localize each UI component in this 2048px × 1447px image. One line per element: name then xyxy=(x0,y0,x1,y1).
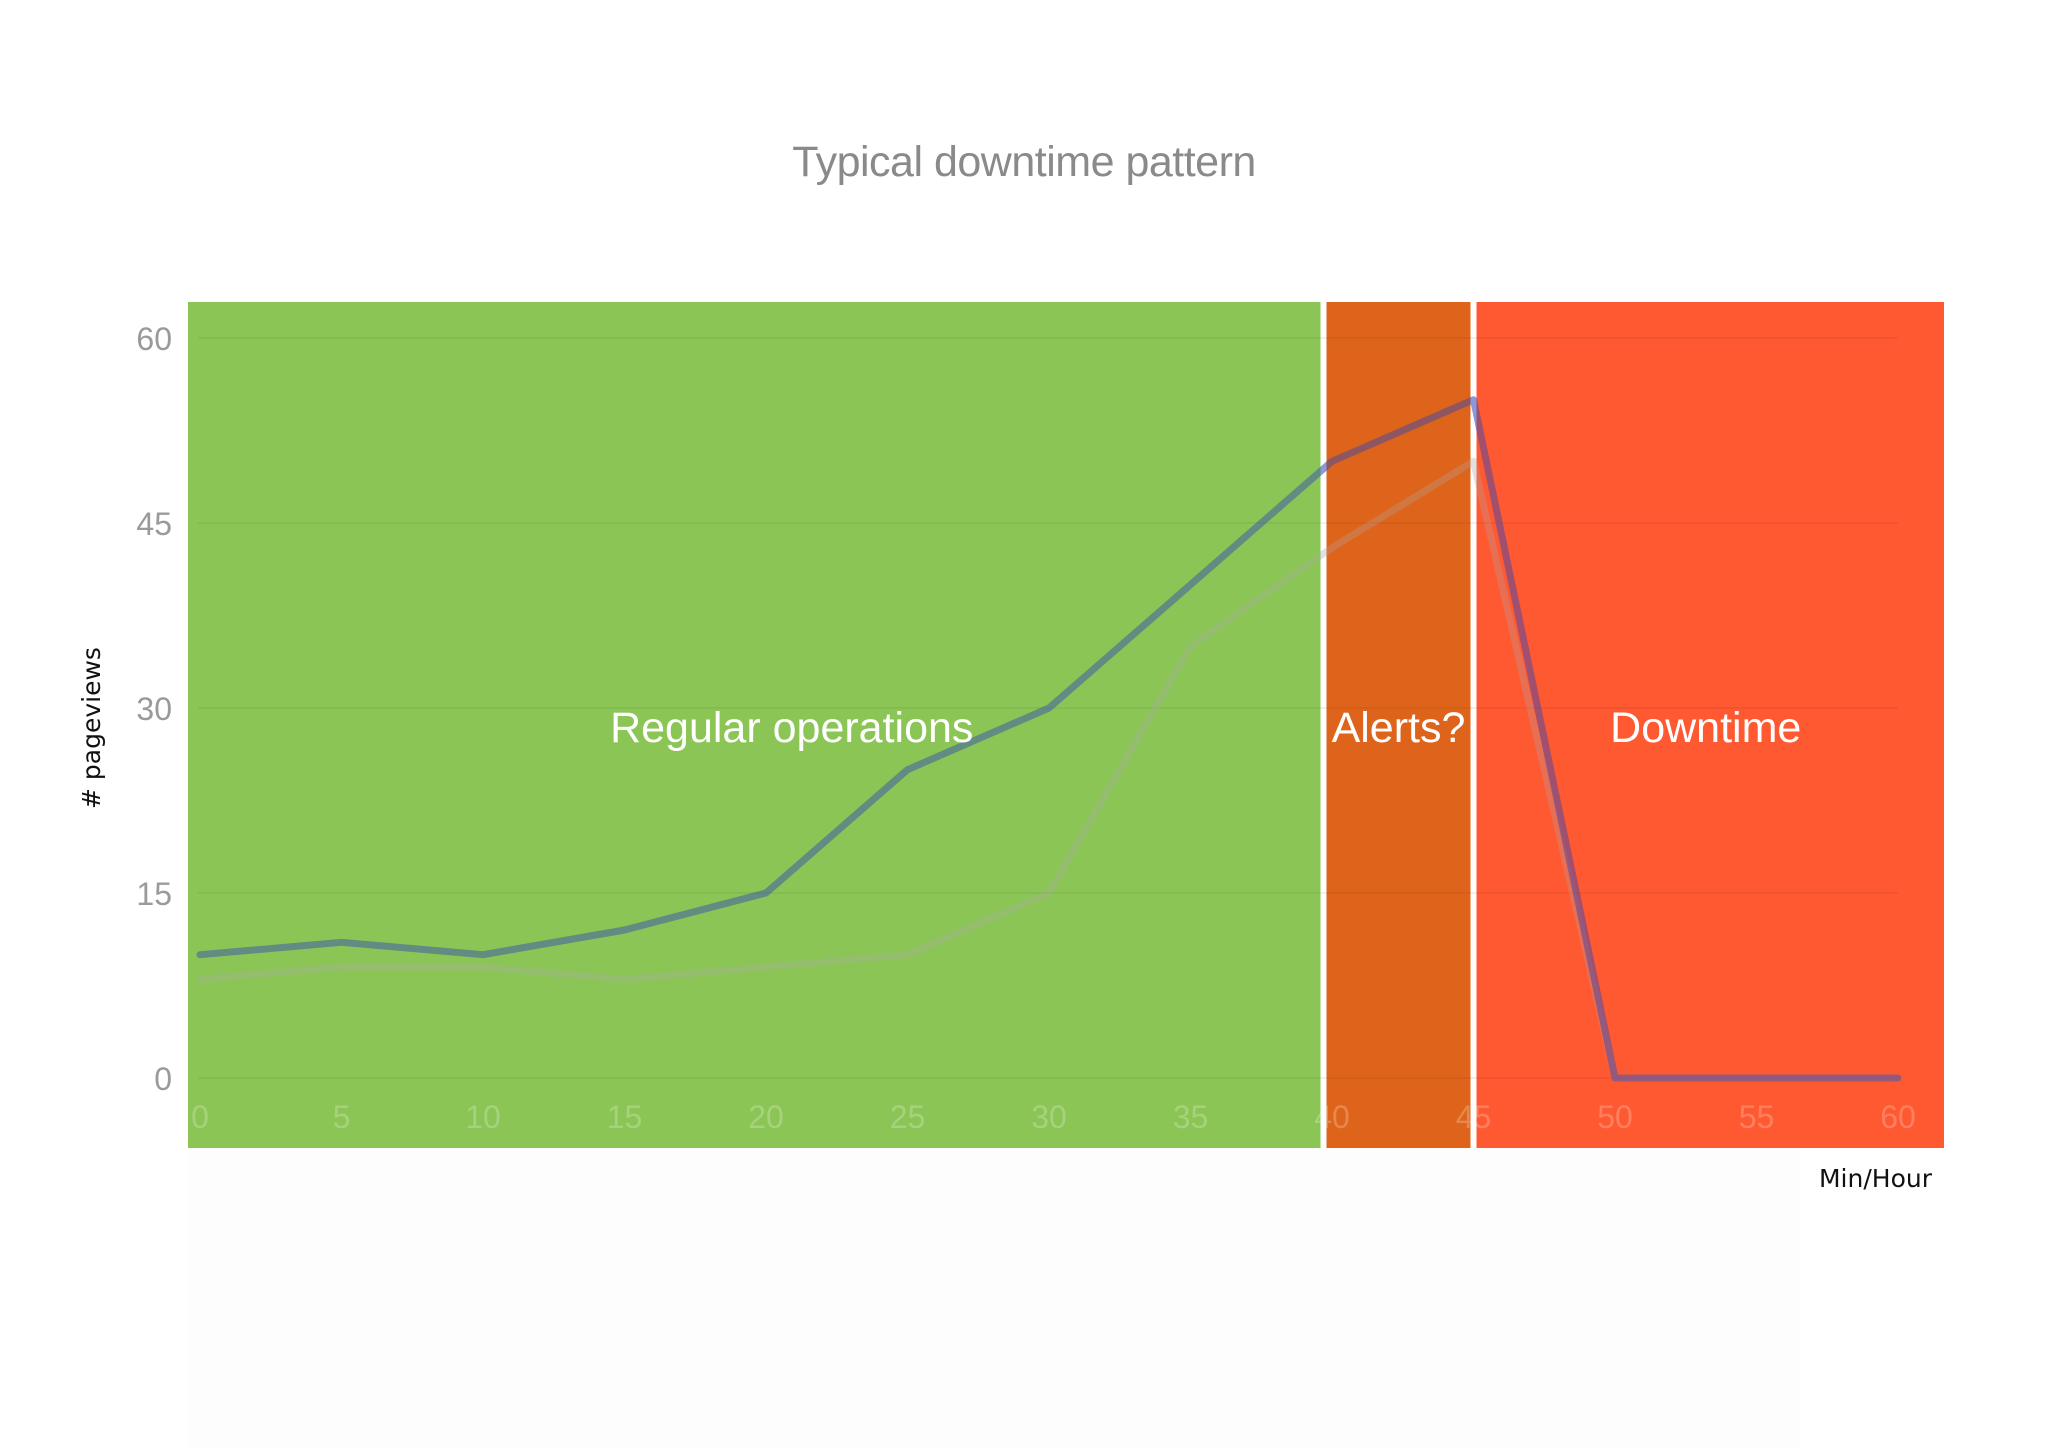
x-tick-label: 40 xyxy=(1314,1099,1350,1135)
y-tick-label: 0 xyxy=(154,1061,172,1097)
x-tick-label: 25 xyxy=(890,1099,926,1135)
x-tick-label: 30 xyxy=(1031,1099,1067,1135)
region-label-1: Regular operations xyxy=(610,704,973,752)
region-label-2: Alerts? xyxy=(1332,704,1466,752)
series-line-1 xyxy=(196,396,1902,1082)
region-overlay-2 xyxy=(1326,302,1471,1148)
x-tick-label: 35 xyxy=(1173,1099,1209,1135)
region-band-3 xyxy=(1476,302,1944,1148)
x-tick-label: 0 xyxy=(191,1099,209,1135)
region-overlay-3 xyxy=(1476,302,1944,1148)
x-tick-label: 20 xyxy=(748,1099,784,1135)
region-band-2 xyxy=(1326,302,1471,1148)
y-tick-label: 15 xyxy=(136,876,172,912)
region-label-3: Downtime xyxy=(1610,704,1801,752)
lower-panel xyxy=(188,1148,1800,1447)
x-tick-label: 45 xyxy=(1456,1099,1492,1135)
x-axis-title: Min/Hour xyxy=(1819,1164,1933,1193)
x-tick-label: 5 xyxy=(333,1099,351,1135)
y-tick-label: 45 xyxy=(136,506,172,542)
chart-title: Typical downtime pattern xyxy=(792,138,1256,186)
y-tick-label: 30 xyxy=(136,691,172,727)
x-tick-label: 50 xyxy=(1597,1099,1633,1135)
x-tick-label: 55 xyxy=(1739,1099,1775,1135)
x-tick-label: 60 xyxy=(1880,1099,1916,1135)
region-band-1 xyxy=(188,302,1321,1148)
x-tick-label: 15 xyxy=(607,1099,643,1135)
y-axis-title: # pageviews xyxy=(77,647,106,809)
x-tick-label: 10 xyxy=(465,1099,501,1135)
y-tick-label: 60 xyxy=(136,321,172,357)
region-overlay-1 xyxy=(188,302,1321,1148)
